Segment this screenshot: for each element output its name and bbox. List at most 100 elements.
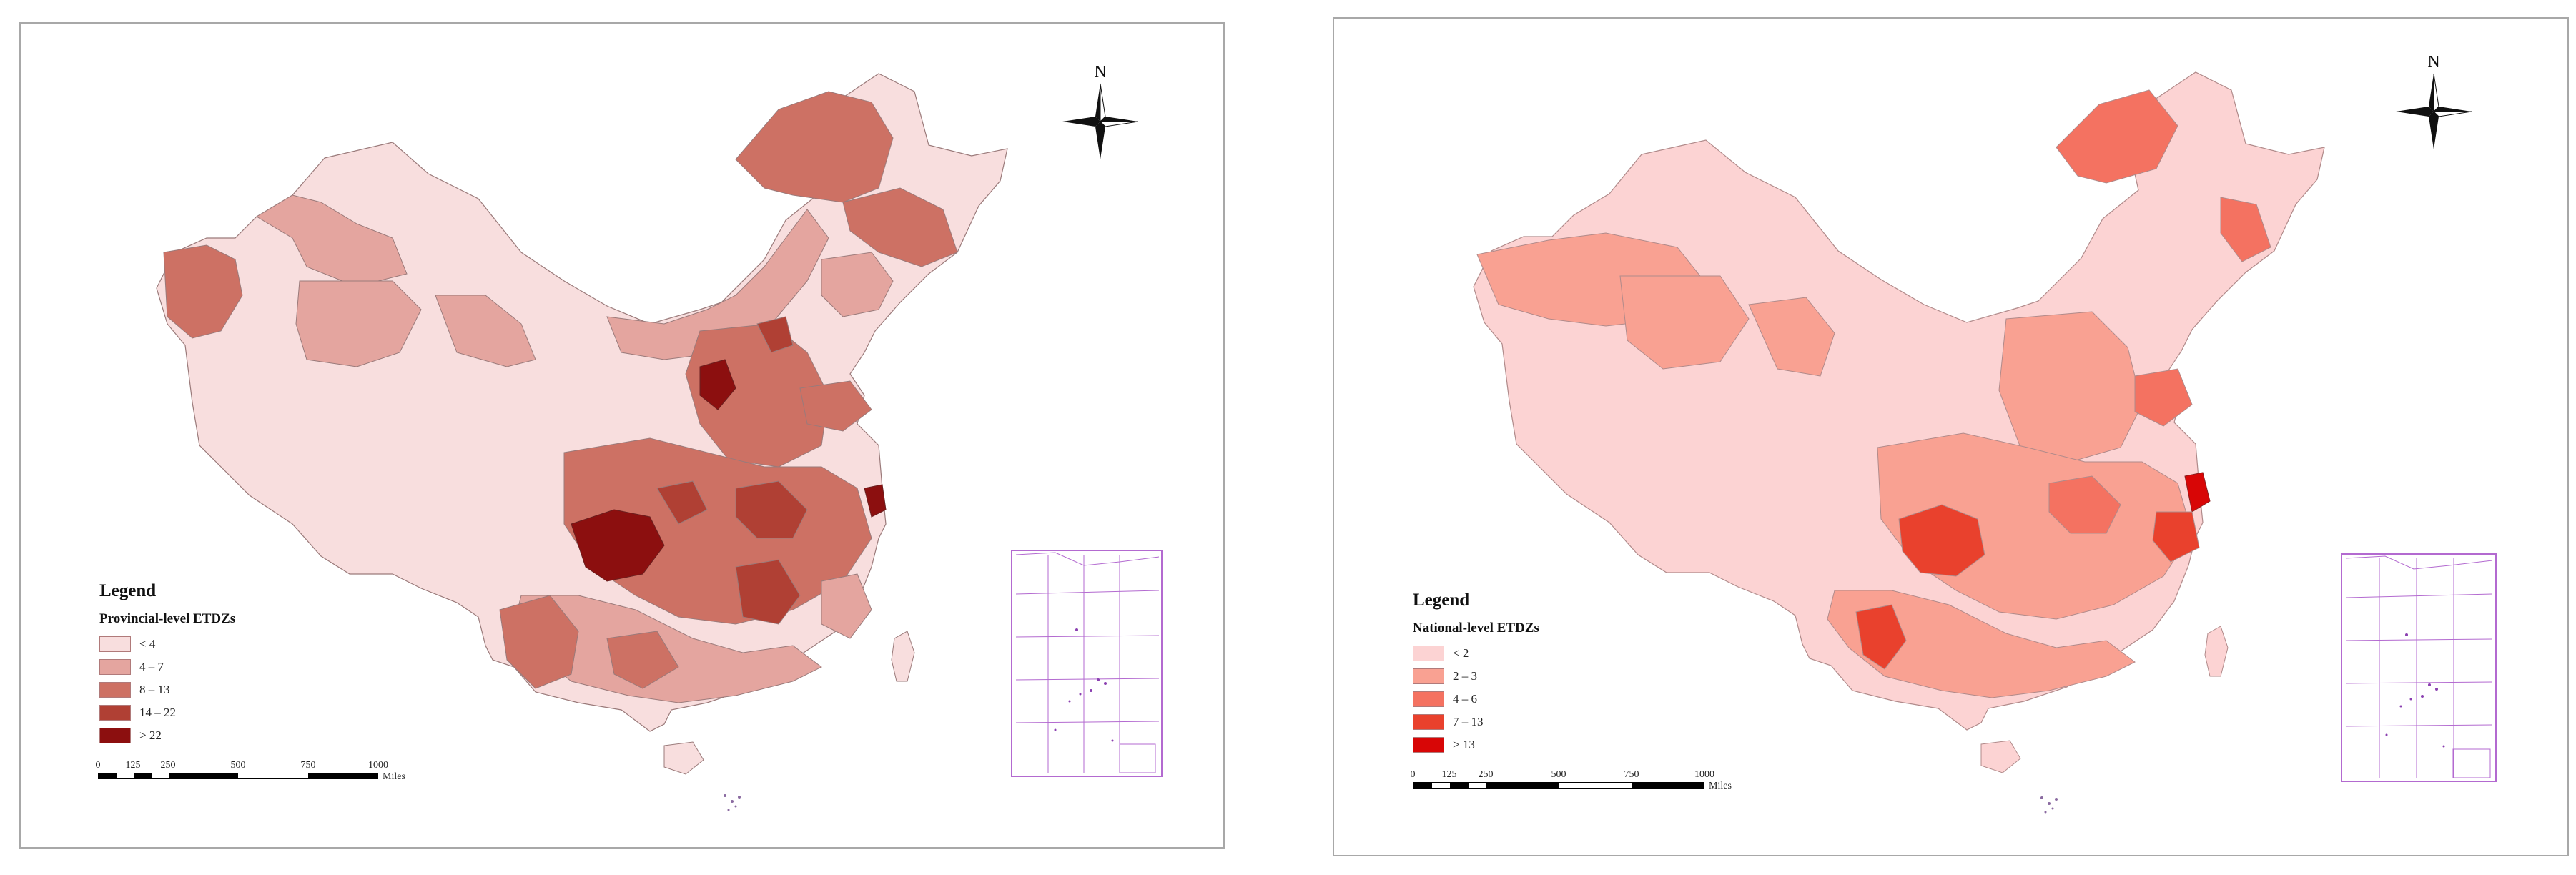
inset-map	[1015, 552, 1160, 773]
north-label: N	[1094, 63, 1107, 81]
region-chongqing	[656, 480, 708, 525]
legend-item: 2 – 3	[1413, 665, 1539, 688]
region-liaoning	[821, 252, 894, 317]
south-china-sea-inset	[1011, 550, 1163, 777]
compass-icon	[1062, 83, 1139, 159]
south-china-sea-inset	[2341, 553, 2497, 782]
region-jilin	[2220, 197, 2271, 262]
legend-item: 8 – 13	[99, 678, 235, 701]
legend-label: 2 – 3	[1453, 669, 1477, 683]
legend-item: 4 – 6	[1413, 688, 1539, 711]
region-shandong	[799, 380, 872, 432]
region-shanxi-hotspot	[699, 359, 736, 410]
north-arrow: N	[1061, 63, 1140, 164]
legend-label: 4 – 6	[1453, 692, 1477, 706]
region-jilin	[842, 187, 958, 267]
region-sichuan-hotspot	[571, 509, 665, 582]
legend-swatch	[99, 682, 131, 698]
north-label: N	[2427, 53, 2440, 71]
legend-swatch	[99, 728, 131, 743]
region-hunan	[735, 559, 801, 625]
legend-item: < 4	[99, 633, 235, 656]
scale-tick: 750	[1624, 769, 1639, 780]
region-heilongjiang	[2056, 89, 2178, 184]
region-north	[1998, 311, 2143, 463]
region-xinjiang-central	[295, 280, 422, 367]
region-heilongjiang	[735, 91, 894, 203]
legend-item: > 22	[99, 724, 235, 747]
scale-units: Miles	[383, 771, 405, 782]
region-gansu	[435, 295, 536, 367]
legend-title: Legend	[1413, 590, 1470, 610]
china-map-provincial	[156, 73, 1008, 811]
legend-swatch	[1413, 714, 1444, 730]
scale-tick: 250	[160, 760, 176, 771]
scale-tick: 0	[1410, 769, 1416, 780]
region-jiangsu-hotspot	[864, 484, 887, 518]
legend-swatch	[1413, 691, 1444, 707]
region-hainan	[1980, 740, 2021, 773]
region-taiwan	[891, 631, 915, 682]
region-hubei	[735, 480, 808, 539]
legend-label: 4 – 7	[139, 660, 164, 673]
scale-tick: 1000	[368, 760, 388, 771]
compass-icon	[2396, 73, 2472, 149]
scale-bar: 0 125 250 500 750 1000 Miles	[1410, 769, 1732, 791]
china-map-national	[1473, 71, 2325, 814]
legend-swatch	[99, 636, 131, 652]
region-shandong	[2134, 368, 2193, 427]
region-guangxi	[606, 631, 679, 689]
scale-tick: 750	[300, 760, 316, 771]
region-hubei	[2048, 475, 2121, 534]
legend-item: > 13	[1413, 733, 1539, 756]
scale-tick: 0	[95, 760, 101, 771]
map-legend: Legend National-level ETDZs < 2 2 – 3 4 …	[1413, 590, 1539, 756]
legend-label: 14 – 22	[139, 706, 176, 719]
legend-swatch	[1413, 737, 1444, 753]
legend-label: > 22	[139, 728, 162, 742]
map-panel-provincial: N Legend Provincial-level ETDZs < 4 4 – …	[19, 22, 1225, 849]
map-legend: Legend Provincial-level ETDZs < 4 4 – 7 …	[99, 581, 235, 747]
legend-label: > 13	[1453, 738, 1475, 751]
region-yunnan	[1855, 604, 1907, 670]
region-jiangsu-hotspot	[2184, 472, 2211, 513]
legend-item: < 2	[1413, 642, 1539, 665]
region-yunnan	[499, 595, 579, 689]
scale-units: Miles	[1709, 781, 1732, 791]
legend-item: 14 – 22	[99, 701, 235, 724]
legend-label: < 4	[139, 637, 156, 651]
legend-swatch	[1413, 668, 1444, 684]
scale-tick: 500	[1551, 769, 1566, 780]
region-taiwan	[2204, 626, 2229, 677]
region-south	[1827, 590, 2136, 698]
legend-label: 7 – 13	[1453, 715, 1484, 728]
region-zhejiang	[2152, 511, 2200, 563]
region-sichuan	[1898, 504, 1985, 577]
south-sea-islands	[724, 794, 741, 811]
scale-tick: 125	[125, 760, 141, 771]
region-hainan	[663, 741, 704, 775]
scale-tick: 250	[1478, 769, 1494, 780]
region-xinjiang-north	[256, 194, 408, 282]
legend-swatch	[99, 659, 131, 675]
region-beijing	[756, 316, 794, 353]
legend-swatch	[99, 705, 131, 721]
scale-bar: 0 125 250 500 750 1000 Miles	[95, 760, 405, 782]
scale-tick: 500	[230, 760, 246, 771]
legend-subtitle: National-level ETDZs	[1413, 621, 1539, 636]
legend-subtitle: Provincial-level ETDZs	[99, 611, 236, 626]
inset-map	[2345, 555, 2493, 778]
scale-tick: 125	[1441, 769, 1457, 780]
south-sea-islands	[2040, 796, 2058, 814]
legend-item: 4 – 7	[99, 656, 235, 678]
scale-tick: 1000	[1694, 769, 1714, 780]
legend-item: 7 – 13	[1413, 711, 1539, 733]
legend-label: 8 – 13	[139, 683, 170, 696]
legend-title: Legend	[99, 581, 157, 600]
region-xinjiang-west	[163, 244, 243, 339]
north-arrow: N	[2394, 53, 2473, 154]
map-panel-national: N Legend National-level ETDZs < 2 2 – 3 …	[1333, 17, 2569, 856]
region-gansu	[1748, 297, 1835, 377]
legend-label: < 2	[1453, 646, 1469, 660]
region-xinjiang-central	[1619, 275, 1750, 370]
